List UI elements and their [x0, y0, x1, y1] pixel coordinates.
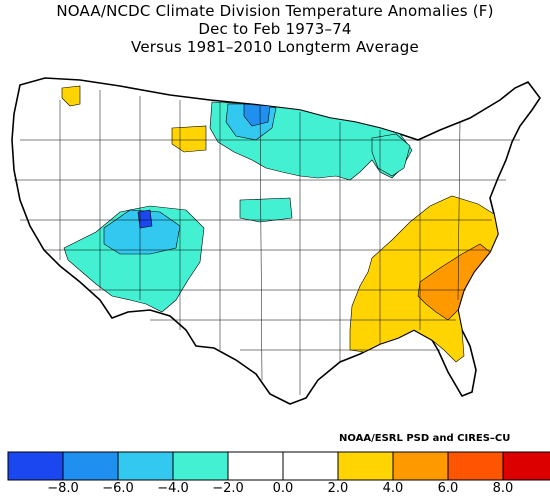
region-montana-warm	[171, 125, 207, 153]
region-central-plains-cool	[239, 197, 293, 223]
legend-swatch	[392, 451, 449, 481]
region-washington-warm	[61, 85, 81, 107]
legend-tick-label: 4.0	[382, 481, 404, 496]
map-titles: NOAA/NCDC Climate Division Temperature A…	[0, 2, 550, 56]
legend-tick-label: −6.0	[102, 481, 134, 496]
legend-tick-label: −2.0	[212, 481, 244, 496]
legend-swatch	[337, 451, 394, 481]
us-anomaly-map	[11, 77, 541, 405]
legend-swatch	[117, 451, 174, 481]
credit-text: NOAA/ESRL PSD and CIRES–CU	[339, 433, 511, 444]
title-line-3: Versus 1981–2010 Longterm Average	[131, 38, 419, 56]
region-utah-coldest	[137, 209, 153, 229]
legend-tick-label: 8.0	[492, 481, 514, 496]
legend-tick-labels: −8.0 −6.0 −4.0 −2.0 0.0 2.0 4.0 6.0 8.0	[0, 481, 550, 497]
legend-swatch	[7, 451, 64, 481]
legend-swatch	[502, 451, 550, 481]
title-line-1: NOAA/NCDC Climate Division Temperature A…	[56, 2, 494, 20]
legend-swatch	[172, 451, 229, 481]
title-line-2: Dec to Feb 1973–74	[198, 20, 352, 38]
legend-tick-label: −4.0	[157, 481, 189, 496]
legend-swatch	[227, 451, 284, 481]
legend-swatch	[62, 451, 119, 481]
region-michigan-cool	[371, 133, 411, 177]
legend-swatch	[447, 451, 504, 481]
legend-tick-label: −8.0	[47, 481, 79, 496]
division-borders	[14, 90, 520, 395]
legend-swatch	[282, 451, 339, 481]
legend-color-bar	[7, 451, 550, 481]
legend-tick-label: 6.0	[437, 481, 459, 496]
legend-tick-label: 2.0	[327, 481, 349, 496]
legend-tick-label: 0.0	[272, 481, 294, 496]
